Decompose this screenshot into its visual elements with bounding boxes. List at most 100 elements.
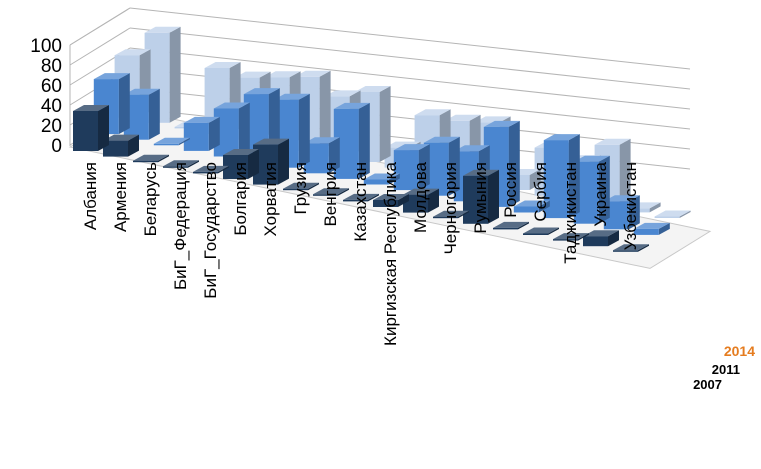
bar [183, 116, 220, 151]
bar [163, 160, 199, 168]
bar-front [513, 206, 539, 213]
bar-top [463, 169, 499, 176]
x-tick-label: Украина [591, 161, 610, 226]
bar-side [628, 195, 640, 230]
bar [343, 193, 379, 202]
bar [303, 137, 340, 174]
gridline-side [69, 27, 131, 66]
bar-top [264, 71, 301, 78]
bar-side [208, 116, 220, 151]
bar [613, 244, 649, 252]
bar-side [458, 210, 469, 219]
bar-front [133, 160, 158, 163]
bar-top [114, 49, 151, 56]
x-tick-label: Беларусь [141, 162, 160, 236]
legend-entry: 2014 [724, 343, 755, 359]
bar-side [128, 134, 139, 157]
bar-side [368, 193, 379, 202]
bar [463, 169, 499, 224]
bar-top [213, 102, 250, 109]
x-tick-label: Таджикистан [561, 162, 580, 264]
bar [153, 137, 190, 146]
bar-side [328, 137, 340, 174]
gridline-back [129, 27, 691, 90]
bar-front [553, 239, 578, 241]
bar-top [553, 233, 589, 240]
bar-top [163, 160, 199, 167]
bar-side [568, 134, 580, 219]
bar [223, 149, 259, 179]
bar-top [234, 71, 271, 78]
bar [313, 188, 349, 196]
bar [283, 182, 319, 191]
bar-top [73, 105, 109, 111]
x-tick-label: Армения [111, 162, 130, 232]
bar-top [423, 136, 460, 143]
bar [583, 230, 619, 247]
bar-side [418, 144, 430, 191]
bar-top [193, 165, 229, 172]
bar-top [313, 188, 349, 195]
x-tick-label: Узбекистан [621, 162, 640, 250]
bar-side [538, 200, 550, 213]
bar [103, 134, 139, 157]
bar-side [278, 138, 289, 185]
bar-front [283, 188, 308, 191]
x-tick-label: Хорватия [261, 162, 280, 236]
x-tick-label: Казахстан [351, 162, 370, 242]
bar-side [518, 221, 529, 230]
bar-top [613, 244, 649, 251]
x-tick-label: БиГ_Федерация [171, 162, 190, 290]
bar-side [578, 233, 589, 241]
bar-top [303, 137, 340, 144]
bar-top [144, 26, 181, 33]
bar-front [363, 179, 389, 185]
bar-side [638, 244, 649, 252]
bar [133, 154, 169, 163]
bar-side [388, 173, 400, 185]
bar-top [523, 227, 559, 234]
x-tick-label: Молдова [411, 161, 430, 233]
bar [654, 210, 691, 218]
bar-side [148, 88, 160, 140]
bar-side [158, 154, 169, 163]
y-tick-label: 100 [30, 36, 62, 57]
bar-side [658, 222, 670, 235]
x-tick-label: Россия [501, 162, 520, 218]
bar-top [153, 137, 190, 144]
bar-side [298, 93, 310, 168]
bar-top [433, 210, 469, 217]
bar-side [169, 26, 181, 123]
bar-side [529, 169, 541, 190]
bar-front [613, 250, 638, 252]
bar-top [444, 114, 481, 121]
bar-top [603, 195, 640, 202]
bar-side [448, 136, 460, 196]
bar-side [248, 149, 259, 179]
bar [553, 233, 589, 241]
bar-front [403, 194, 428, 213]
x-tick-label: Черногория [441, 162, 460, 255]
bar-front [463, 175, 488, 224]
bar-top [594, 138, 631, 145]
x-tick-label: Румыния [471, 162, 490, 234]
y-tick-label: 60 [41, 76, 62, 97]
bar-front [523, 233, 548, 235]
bar-front [153, 143, 179, 146]
bar-top [654, 210, 691, 217]
x-tick-label: Болгария [231, 162, 250, 236]
bar-side [178, 137, 190, 146]
bar-side [619, 138, 631, 207]
gridline-side [69, 7, 131, 46]
bar-front [343, 199, 368, 202]
bar [333, 102, 370, 179]
bar-side [358, 102, 370, 179]
bar-top [483, 120, 520, 127]
bar-side [379, 86, 391, 162]
bar-front [433, 216, 458, 219]
bar-top [103, 134, 139, 141]
bar-top [333, 102, 370, 109]
bar-top [93, 73, 130, 80]
